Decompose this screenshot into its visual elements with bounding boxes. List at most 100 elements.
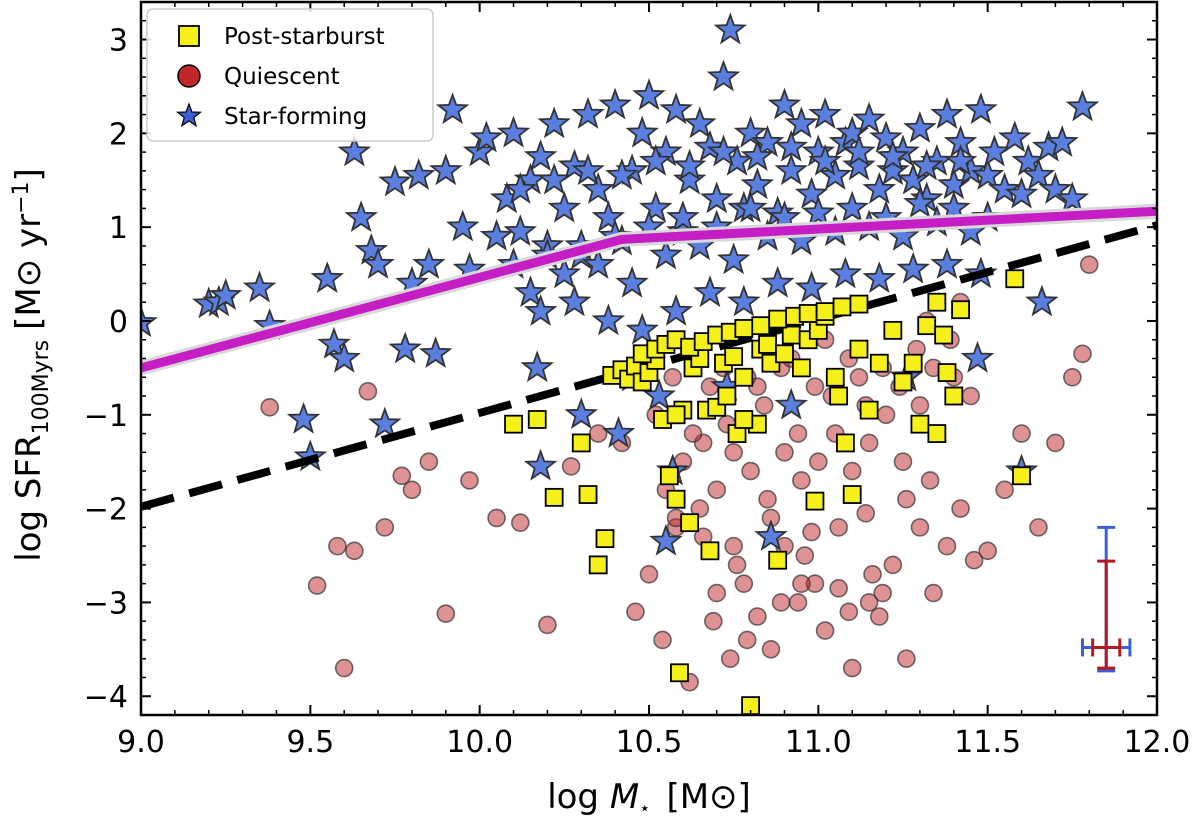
quiescent-point	[345, 541, 364, 561]
post-starburst-point	[666, 405, 686, 425]
star-forming-point	[794, 176, 829, 209]
error-bar-group	[1080, 525, 1132, 673]
quiescent-point	[328, 536, 347, 556]
quiescent-point	[436, 604, 456, 623]
quiescent-point	[358, 382, 378, 401]
star-forming-point	[977, 134, 1012, 167]
quiescent-point	[758, 489, 777, 509]
quiescent-point	[727, 555, 747, 575]
legend: Post-starburst Quiescent Star-forming	[146, 8, 434, 142]
quiescent-point	[771, 593, 791, 612]
quiescent-point	[842, 658, 862, 678]
star-forming-point	[401, 157, 436, 190]
star-forming-point	[547, 256, 582, 289]
star-forming-point	[1065, 89, 1100, 122]
star-forming-point	[706, 134, 741, 167]
legend-star-marker	[175, 102, 203, 128]
star-forming-point	[547, 190, 582, 223]
quiescent-point	[1012, 424, 1031, 443]
post-starburst-point	[825, 367, 845, 387]
star-forming-point	[683, 106, 717, 139]
quiescent-point	[815, 621, 835, 640]
post-starburst-point	[815, 302, 835, 321]
legend-square-marker	[178, 25, 200, 47]
star-forming-point	[581, 171, 616, 204]
quiescent-point	[788, 593, 808, 612]
quiescent-point	[995, 480, 1014, 500]
star-forming-point	[930, 247, 964, 279]
star-forming-point	[537, 162, 571, 195]
star-forming-point	[598, 87, 632, 120]
post-starburst-point	[832, 297, 852, 317]
quiescent-point	[883, 555, 903, 575]
star-forming-point	[835, 190, 870, 223]
quiescent-point	[964, 550, 984, 570]
y-axis-label: log SFR100Myrs[M⊙ yr−1]	[9, 168, 54, 562]
x-tick-label: 9.5	[286, 725, 334, 760]
star-forming-point	[970, 157, 1005, 190]
star-forming-point	[327, 340, 362, 373]
star-forming-point	[716, 242, 751, 275]
star-forming-point	[818, 157, 852, 190]
quiescent-point	[897, 489, 916, 509]
legend-label-post-starburst: Post-starburst	[224, 24, 385, 50]
star-forming-point	[733, 190, 768, 223]
post-starburst-point	[775, 344, 794, 364]
star-forming-point	[666, 200, 700, 233]
star-forming-point	[571, 153, 605, 186]
star-forming-point	[896, 251, 930, 284]
x-axis-label: log M⋆ [M⊙]	[547, 777, 751, 819]
quiescent-point	[924, 583, 943, 603]
star-forming-point	[808, 96, 842, 129]
quiescent-point	[859, 433, 879, 453]
quiescent-point	[829, 579, 848, 598]
quiescent-point	[402, 480, 422, 500]
star-forming-point	[571, 96, 605, 129]
legend-circle-marker	[177, 64, 201, 88]
quiescent-point	[1079, 255, 1099, 274]
quiescent-point	[683, 424, 703, 443]
quiescent-point	[937, 536, 957, 556]
star-forming-point	[727, 284, 761, 317]
x-tick-label: 11.0	[785, 725, 852, 760]
star-forming-point	[496, 115, 531, 148]
post-starburst-point	[588, 555, 608, 575]
quiescent-point	[809, 452, 828, 471]
post-starburst-point	[927, 424, 947, 443]
star-forming-point	[503, 214, 538, 247]
quiescent-point	[392, 466, 412, 486]
star-forming-point	[903, 186, 937, 218]
quiescent-point	[792, 471, 811, 490]
quiescent-point	[737, 630, 757, 650]
quiescent-point	[720, 649, 740, 669]
star-forming-point	[418, 336, 453, 369]
post-starburst-point	[666, 489, 686, 509]
post-starburst-point	[734, 367, 754, 387]
x-tick-label: 10.0	[446, 725, 513, 760]
star-forming-point	[435, 92, 470, 125]
star-forming-point	[808, 143, 842, 176]
x-tick-label: 9.0	[117, 725, 165, 760]
quiescent-point	[839, 602, 859, 622]
star-forming-point	[713, 12, 747, 45]
star-forming-point	[896, 162, 930, 195]
post-starburst-point	[869, 353, 889, 373]
main-sequence-line	[141, 206, 1157, 373]
star-forming-point	[767, 87, 802, 120]
star-forming-point	[876, 139, 910, 172]
quiescent-point	[910, 396, 930, 415]
quiescent-point	[1029, 518, 1048, 537]
quiescent-point	[511, 513, 530, 532]
star-forming-point	[842, 148, 876, 181]
quiescent-point	[707, 480, 727, 500]
quiescent-point	[734, 574, 754, 593]
quiescent-point	[460, 471, 479, 490]
post-starburst-point	[578, 485, 598, 504]
quiescent-point	[1063, 367, 1082, 387]
quiescent-point	[876, 405, 896, 425]
post-starburst-point	[544, 487, 564, 507]
x-tick-label: 12.0	[1124, 725, 1191, 760]
post-starburst-point	[527, 410, 547, 429]
star-forming-point	[1045, 125, 1079, 158]
star-forming-point	[337, 134, 372, 167]
